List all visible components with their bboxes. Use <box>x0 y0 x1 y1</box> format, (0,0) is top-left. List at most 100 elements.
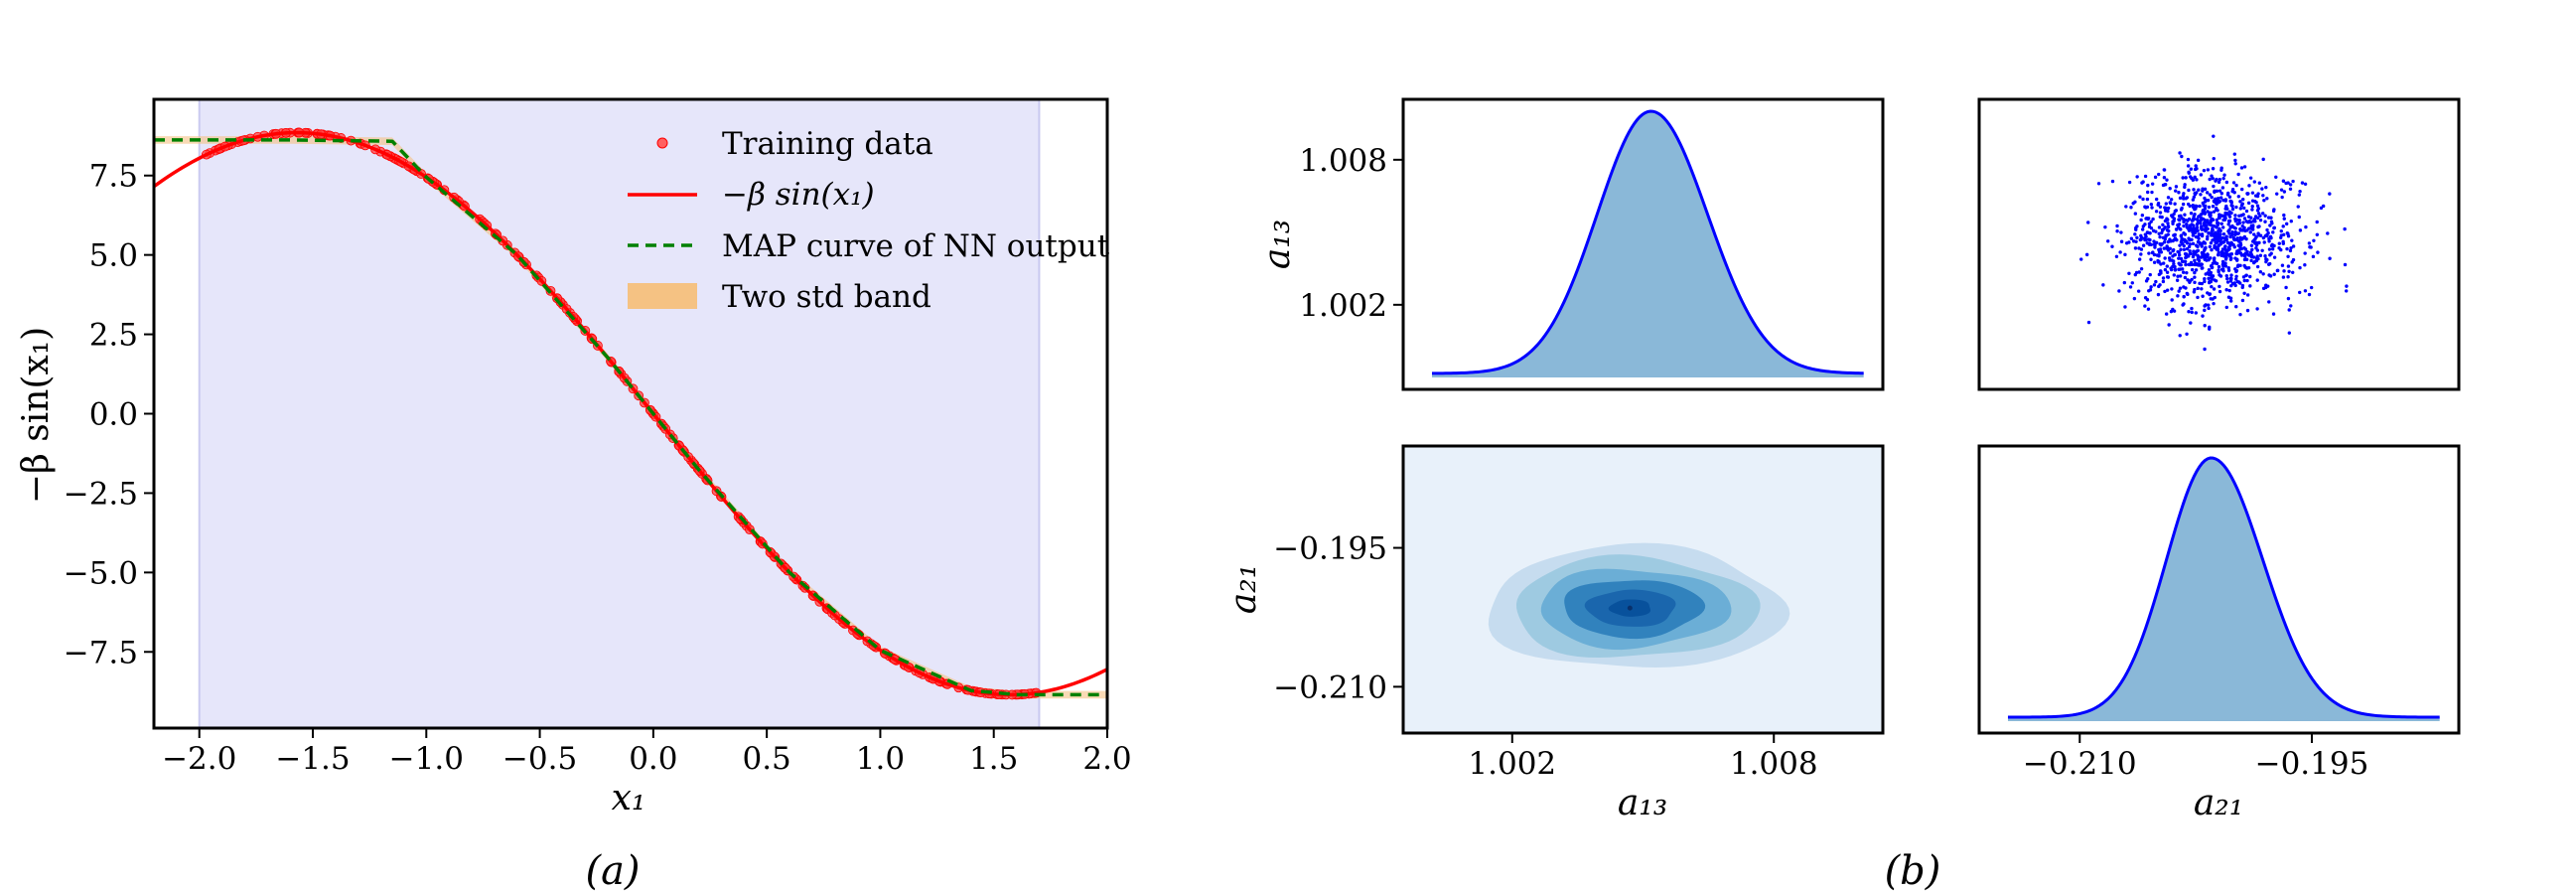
scatter-point <box>2167 228 2171 233</box>
scatter-point <box>2268 223 2272 227</box>
scatter-point <box>2135 235 2139 240</box>
scatter-point <box>2203 207 2208 211</box>
scatter-point <box>2182 231 2186 235</box>
scatter-point <box>2208 325 2212 330</box>
scatter-point <box>2203 277 2207 281</box>
map-curve <box>154 138 1107 697</box>
scatter-point <box>2238 207 2243 211</box>
scatter-point <box>2239 166 2244 170</box>
scatter-point <box>2193 287 2197 292</box>
scatter-point <box>2130 281 2134 285</box>
scatter-point <box>2119 239 2124 243</box>
scatter-point <box>2201 314 2205 318</box>
scatter-point <box>2173 268 2178 272</box>
scatter-point <box>2184 239 2189 243</box>
scatter-point <box>2227 288 2231 293</box>
x-tick-label: 2.0 <box>1082 741 1131 777</box>
scatter-point <box>2169 214 2174 218</box>
scatter-point <box>2255 248 2260 252</box>
scatter-point <box>2152 260 2157 264</box>
scatter-point <box>2173 232 2177 237</box>
scatter-point <box>2199 219 2203 223</box>
scatter-point <box>2218 178 2222 182</box>
scatter-point <box>2238 263 2242 268</box>
scatter-point <box>2183 185 2187 190</box>
scatter-point <box>2267 300 2271 304</box>
scatter-point <box>2238 200 2242 204</box>
scatter-point <box>2175 237 2179 242</box>
scatter-point <box>2123 252 2127 257</box>
scatter-point <box>2228 224 2232 229</box>
map-curve-line <box>154 138 1107 697</box>
scatter-point <box>2232 225 2236 229</box>
legend-label-training-data: Training data <box>722 126 933 162</box>
scatter-point <box>2190 306 2194 311</box>
scatter-point <box>2220 247 2225 251</box>
scatter-point <box>2281 179 2286 183</box>
scatter-point <box>2115 223 2119 228</box>
scatter-point <box>2282 232 2286 237</box>
scatter-point <box>2276 268 2280 273</box>
scatter-point <box>2275 192 2279 196</box>
x-tick-label: −0.5 <box>502 741 577 777</box>
density-fill <box>1431 111 1864 377</box>
scatter-point <box>2167 323 2171 327</box>
scatter-point <box>2145 197 2150 202</box>
scatter-point <box>2169 198 2174 202</box>
scatter-point <box>2203 347 2207 352</box>
scatter-point <box>2190 310 2194 315</box>
scatter-point <box>2235 279 2240 284</box>
scatter-point <box>2265 197 2269 201</box>
scatter-point <box>2166 206 2171 211</box>
scatter-point <box>2191 204 2196 208</box>
scatter-point <box>2223 264 2228 268</box>
scatter-point <box>2199 221 2203 225</box>
scatter-point <box>2194 311 2198 315</box>
scatter-point <box>2220 186 2225 190</box>
scatter-point <box>2178 243 2182 247</box>
scatter-point <box>2200 250 2205 255</box>
scatter-point <box>2166 196 2171 200</box>
scatter-point <box>2246 215 2251 219</box>
scatter-point <box>2151 250 2155 254</box>
scatter-point <box>2145 217 2149 221</box>
scatter-point <box>2202 168 2207 173</box>
scatter-point <box>2303 263 2307 267</box>
scatter-point <box>2210 284 2214 289</box>
scatter-point <box>2307 241 2312 245</box>
scatter-point <box>2213 200 2217 204</box>
scatter-point <box>2222 173 2226 177</box>
scatter-point <box>2200 244 2204 248</box>
scatter-point <box>2188 249 2192 253</box>
scatter-point <box>2190 262 2195 267</box>
scatter-point <box>2187 188 2191 193</box>
scatter-point <box>2182 197 2186 201</box>
scatter-point <box>2192 188 2196 192</box>
scatter-point <box>2239 187 2244 192</box>
scatter-point <box>2198 281 2202 286</box>
scatter-point <box>2163 219 2168 223</box>
scatter-point <box>2200 287 2204 291</box>
scatter-point <box>2240 198 2245 202</box>
scatter-point <box>2315 232 2320 236</box>
scatter-point <box>2229 200 2233 204</box>
scatter-point <box>2298 290 2302 295</box>
scatter-point <box>2179 233 2184 237</box>
scatter-point <box>2272 225 2276 230</box>
scatter-point <box>2249 258 2253 263</box>
scatter-point <box>2245 278 2249 283</box>
scatter-point <box>2220 235 2224 240</box>
scatter-point <box>2084 252 2089 257</box>
y-tick-label: 2.5 <box>89 318 138 354</box>
scatter-point <box>2252 217 2257 222</box>
scatter-point <box>2256 224 2260 229</box>
scatter-point <box>2173 209 2177 214</box>
scatter-point <box>2258 233 2263 237</box>
scatter-point <box>2181 176 2185 180</box>
scatter-point <box>2203 248 2207 252</box>
scatter-point <box>2178 196 2183 201</box>
scatter-point <box>2319 206 2324 211</box>
scatter-point <box>2233 277 2238 281</box>
scatter-point <box>2238 251 2243 255</box>
kde-peak <box>1627 605 1633 611</box>
